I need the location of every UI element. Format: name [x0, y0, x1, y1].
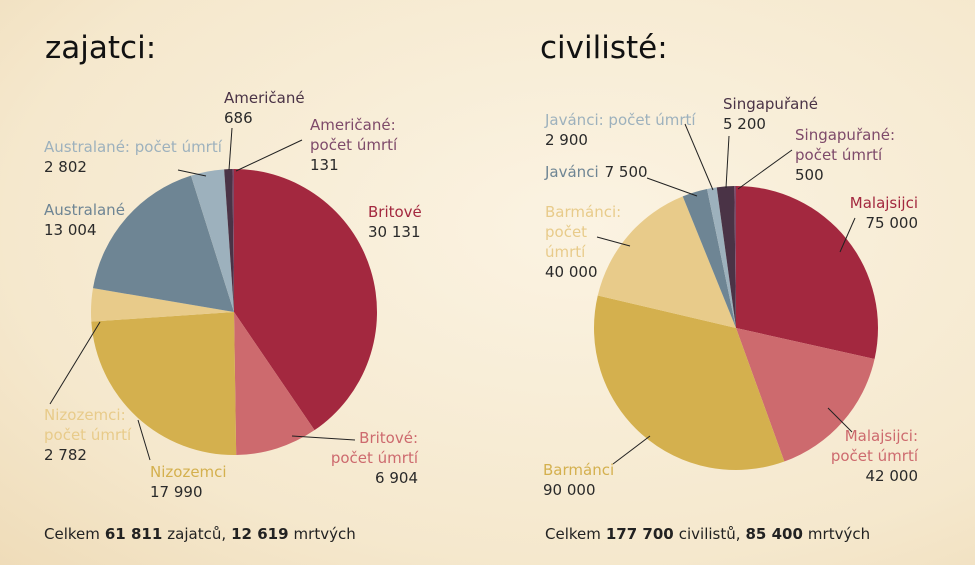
slice-label: Malajsijci 75 000 — [820, 193, 918, 233]
leader-line — [137, 419, 151, 461]
label-name: Javánci — [545, 163, 599, 181]
slice-label: Singapuřané: počet úmrtí 500 — [795, 125, 900, 185]
chart-title: zajatci: — [45, 30, 157, 66]
footer-text: civilistů, — [678, 525, 741, 543]
slice-label: Barmánci 90 000 — [543, 460, 643, 500]
pie-slice — [736, 328, 875, 462]
chart-title: civilisté: — [540, 30, 668, 66]
pie-slice — [91, 312, 237, 455]
label-value: 131 — [310, 156, 339, 174]
label-name: Malajsijci: počet úmrtí — [830, 427, 918, 465]
footer-text: Celkem — [545, 525, 601, 543]
leader-line — [646, 177, 698, 197]
label-value: 686 — [224, 109, 253, 127]
leader-line — [684, 123, 714, 191]
slice-label: Barmánci: počet úmrtí 40 000 — [545, 202, 623, 282]
footer: Celkem 61 811 zajatců, 12 619 mrtvých — [44, 525, 361, 543]
label-value: 17 990 — [150, 483, 203, 501]
label-value: 500 — [795, 166, 824, 184]
label-name: Nizozemci: počet úmrtí — [44, 406, 132, 444]
pie-slice — [593, 295, 785, 470]
leader-line — [49, 321, 101, 405]
pie-slice — [597, 196, 736, 328]
slice-label: Australané: počet úmrtí 2 802 — [44, 137, 244, 177]
footer-text: 12 619 — [231, 525, 289, 543]
label-name: Britové — [368, 203, 422, 221]
footer-text: Celkem — [44, 525, 100, 543]
label-name: Singapuřané — [723, 95, 819, 113]
slice-label: Australané 13 004 — [44, 200, 164, 240]
pie-slice — [232, 169, 234, 312]
label-name: Američané — [224, 89, 305, 107]
leader-line — [839, 217, 856, 253]
label-name: Australané: počet úmrtí — [44, 138, 222, 156]
label-name: Nizozemci — [150, 463, 227, 481]
pie-slice — [734, 186, 736, 328]
label-value: 75 000 — [865, 214, 919, 232]
label-value: 30 131 — [368, 223, 421, 241]
pie-slice — [716, 186, 736, 328]
footer-text: 61 811 — [104, 525, 163, 543]
slice-label: Američané: počet úmrtí 131 — [310, 115, 410, 175]
label-value: 42 000 — [865, 467, 919, 485]
label-value: 13 004 — [44, 221, 97, 239]
slice-label: Britové 30 131 — [368, 202, 448, 242]
label-name: Malajsijci — [849, 194, 918, 212]
label-name: Barmánci — [543, 461, 615, 479]
label-value: 2 900 — [545, 131, 588, 149]
label-name: Britové: počet úmrtí — [330, 429, 418, 467]
slice-label: Javánci: počet úmrtí 2 900 — [545, 110, 705, 150]
label-name: Singapuřané: počet úmrtí — [795, 126, 896, 164]
label-value: 7 500 — [604, 163, 648, 181]
leader-line — [596, 236, 631, 247]
label-value: 5 200 — [723, 115, 766, 133]
label-value: 6 904 — [375, 469, 418, 487]
leader-line — [612, 435, 651, 465]
leader-line — [725, 135, 730, 189]
slice-label: Nizozemci 17 990 — [150, 462, 250, 502]
slice-label: Nizozemci: počet úmrtí 2 782 — [44, 405, 144, 465]
pie-slice — [234, 169, 377, 431]
footer-text: 85 400 — [745, 525, 803, 543]
slice-label: Singapuřané 5 200 — [723, 94, 823, 134]
pie-slice — [224, 169, 234, 312]
pie-slice — [190, 169, 234, 312]
footer-text: mrtvých — [293, 525, 356, 543]
label-value: 40 000 — [545, 263, 598, 281]
slice-label: Malajsijci: počet úmrtí 42 000 — [810, 426, 918, 486]
leader-line — [737, 149, 793, 190]
leader-line — [827, 407, 853, 433]
leader-line — [228, 127, 233, 171]
footer: Celkem 177 700 civilistů, 85 400 mrtvých — [545, 525, 875, 543]
pie-slice — [707, 187, 736, 328]
pie-slice — [90, 288, 234, 322]
label-name: Australané — [44, 201, 125, 219]
label-name: Američané: počet úmrtí — [310, 116, 398, 154]
label-name: Javánci: počet úmrtí — [545, 111, 696, 129]
footer-text: zajatců, — [167, 525, 227, 543]
slice-label: Američané 686 — [224, 88, 324, 128]
pie-slice — [682, 188, 736, 328]
label-value: 90 000 — [543, 481, 596, 499]
leader-line — [291, 435, 356, 441]
slice-label: Javánci 7 500 — [545, 162, 665, 182]
footer-text: 177 700 — [605, 525, 674, 543]
label-value: 2 782 — [44, 446, 87, 464]
footer-text: mrtvých — [807, 525, 871, 543]
pie-slice — [736, 186, 879, 360]
pie-slice — [93, 175, 235, 312]
label-name: Barmánci: počet úmrtí — [545, 203, 622, 261]
leader-line — [235, 139, 303, 172]
leader-line — [177, 169, 207, 177]
slice-label: Britové: počet úmrtí 6 904 — [323, 428, 418, 488]
pie-slice — [234, 312, 315, 455]
label-value: 2 802 — [44, 158, 87, 176]
